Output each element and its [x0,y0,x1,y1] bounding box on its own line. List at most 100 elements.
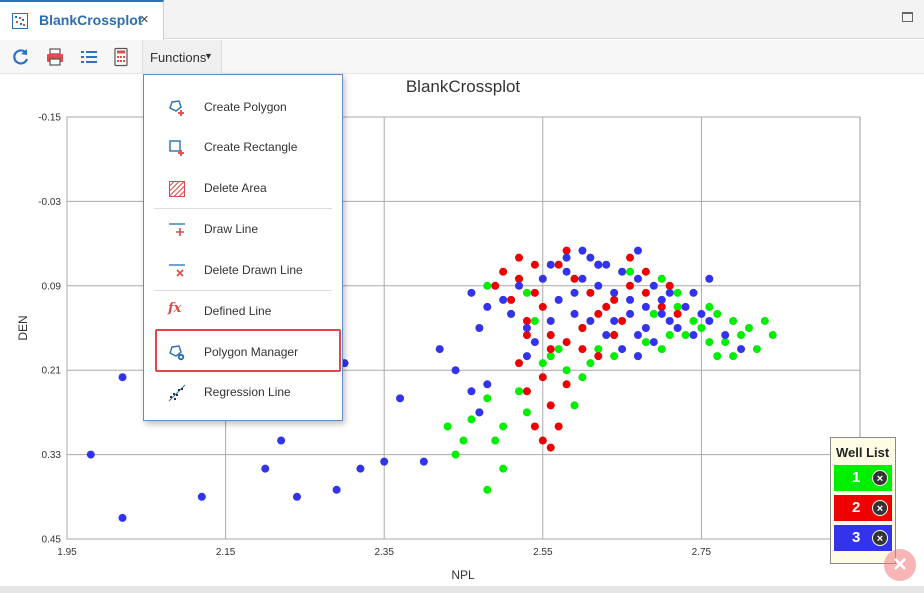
data-point-well-1 [729,316,738,325]
menu-item-label: Delete Area [204,181,267,195]
menu-divider [154,208,332,209]
refresh-icon[interactable] [11,47,31,67]
list-icon[interactable] [79,47,99,67]
menu-item-delete-area[interactable]: Delete Area [144,169,342,207]
data-point-well-2 [610,331,619,340]
y-tick-label: 0.09 [42,281,62,292]
x-tick-label: 2.75 [692,547,712,558]
tab-close-icon[interactable]: × [140,11,149,28]
data-point-well-3 [697,309,706,318]
data-point-well-2 [641,267,650,276]
tab-title: BlankCrossplot [39,12,143,28]
data-point-well-1 [673,302,682,311]
data-point-well-2 [546,443,555,452]
data-point-well-3 [570,309,579,318]
data-point-well-1 [752,345,761,354]
data-point-well-3 [435,345,444,354]
data-point-well-1 [744,324,753,332]
menu-item-polygon-manager[interactable]: Polygon Manager [144,333,342,371]
data-point-well-2 [554,422,563,431]
menu-item-draw-line[interactable]: Draw Line [144,210,342,248]
data-point-well-2 [530,288,539,297]
chart-title: BlankCrossplot [406,77,521,96]
data-point-well-2 [665,281,674,290]
data-point-well-3 [578,246,587,255]
menu-item-create-rectangle[interactable]: Create Rectangle [144,128,342,166]
data-point-well-2 [491,281,500,290]
calculator-icon[interactable] [111,47,131,67]
data-point-well-1 [546,352,555,361]
data-point-well-2 [594,352,603,361]
data-point-well-3 [665,316,674,325]
data-point-well-3 [419,457,428,466]
data-point-well-3 [610,288,619,297]
data-point-well-2 [522,331,531,340]
data-point-well-1 [522,408,531,417]
data-point-well-2 [546,345,555,354]
data-point-well-2 [610,295,619,304]
data-point-well-2 [562,380,571,389]
remove-well-icon[interactable]: × [872,530,888,546]
data-point-well-3 [570,288,579,297]
functions-menu-button[interactable]: Functions ▼ [142,40,222,74]
data-point-well-1 [459,436,468,445]
data-point-well-3 [641,324,650,332]
data-point-well-3 [737,345,746,354]
data-point-well-2 [522,316,531,325]
x-tick-label: 2.15 [216,547,236,558]
well-item-1[interactable]: 1 × [834,465,892,491]
well-label: 1 [852,469,861,486]
close-circle-icon[interactable]: × [884,549,916,581]
data-point-well-2 [546,401,555,410]
well-list-panel: Well List 1 × 2 × 3 × [830,437,896,564]
data-point-well-3 [530,338,539,347]
data-point-well-3 [562,267,571,276]
data-point-well-3 [586,253,595,262]
data-point-well-3 [665,288,674,297]
menu-item-regression-line[interactable]: Regression Line [144,373,342,411]
x-tick-label: 2.35 [374,547,394,558]
data-point-well-1 [483,485,492,494]
data-point-well-1 [467,415,476,424]
well-item-2[interactable]: 2 × [834,495,892,521]
data-point-well-1 [530,316,539,325]
data-point-well-3 [602,331,611,340]
data-point-well-1 [626,267,635,276]
data-point-well-2 [538,302,547,311]
x-tick-label: 1.95 [57,547,77,558]
tab-blankcrossplot[interactable]: BlankCrossplot × [0,0,164,40]
data-point-well-3 [451,366,460,375]
data-point-well-1 [721,338,730,347]
data-point-well-2 [507,295,516,304]
menu-item-delete-drawn-line[interactable]: Delete Drawn Line [144,251,342,289]
y-tick-label: 0.33 [42,450,62,461]
data-point-well-3 [118,513,127,522]
menu-item-label: Delete Drawn Line [204,263,303,277]
remove-well-icon[interactable]: × [872,500,888,516]
data-point-well-2 [626,253,635,262]
regression-line-icon [168,384,186,402]
data-point-well-1 [499,464,508,473]
crossplot-icon [12,13,28,29]
data-point-well-2 [562,338,571,347]
data-point-well-3 [633,246,642,255]
data-point-well-2 [522,387,531,396]
data-point-well-3 [292,492,301,501]
data-point-well-3 [277,436,286,445]
data-point-well-2 [602,302,611,311]
menu-item-defined-line[interactable]: fx Defined Line [144,292,342,330]
data-point-well-1 [570,401,579,410]
menu-item-create-polygon[interactable]: Create Polygon [144,88,342,126]
horizontal-scrollbar[interactable] [0,586,924,593]
data-point-well-1 [491,436,500,445]
crossplot-chart[interactable]: 1.95 2.15 2.35 2.55 2.75 -0.15 -0.03 0.09 0.21 0.… [0,74,924,586]
data-point-well-1 [538,359,547,368]
well-item-3[interactable]: 3 × [834,525,892,551]
menu-item-label: Defined Line [204,304,272,318]
print-icon[interactable] [45,47,65,67]
remove-well-icon[interactable]: × [872,470,888,486]
maximize-icon[interactable] [902,12,913,22]
data-point-well-1 [760,316,769,325]
defined-line-icon: fx [168,301,182,316]
create-polygon-icon [169,100,184,116]
